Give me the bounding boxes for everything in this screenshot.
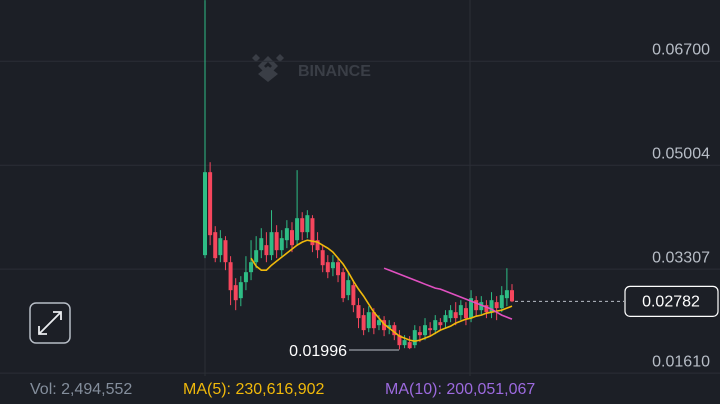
candle-body bbox=[484, 305, 489, 313]
candle-body bbox=[504, 290, 509, 299]
candle-body bbox=[259, 238, 264, 251]
candle-body bbox=[443, 315, 448, 323]
y-tick-label: 0.03307 bbox=[652, 249, 710, 266]
candle-body bbox=[269, 232, 274, 256]
candle-body bbox=[300, 218, 305, 233]
info-text: Vol: 2,494,552 bbox=[30, 381, 132, 398]
y-tick-label: 0.05004 bbox=[652, 145, 710, 162]
watermark-text: BINANCE bbox=[298, 63, 371, 80]
candle-body bbox=[407, 342, 412, 349]
price-label: 0.02782 bbox=[642, 294, 700, 311]
candle-body bbox=[402, 340, 407, 346]
candle-body bbox=[295, 218, 300, 241]
info-text: MA(10): 200,051,067 bbox=[385, 381, 535, 398]
candle-body bbox=[356, 305, 361, 319]
candle-body bbox=[238, 282, 243, 299]
expand-button-frame[interactable] bbox=[29, 302, 71, 344]
y-tick-label: 0.01610 bbox=[652, 353, 710, 370]
candle-body bbox=[423, 325, 428, 336]
y-tick-label: 0.06700 bbox=[652, 41, 710, 58]
candle-body bbox=[228, 262, 233, 291]
candle-body bbox=[279, 238, 284, 251]
candle-body bbox=[203, 172, 207, 256]
candle-body bbox=[433, 320, 438, 331]
candle-body bbox=[489, 300, 494, 313]
plot: 0.01610 0.03307 0.05004 0.06700 0.02782 bbox=[0, 0, 720, 374]
expand-button[interactable] bbox=[29, 302, 71, 344]
ma-line bbox=[383, 267, 513, 320]
candle-body bbox=[361, 315, 366, 331]
candle-body bbox=[376, 320, 381, 326]
candle-body bbox=[458, 305, 463, 316]
candle-body bbox=[325, 262, 330, 273]
candle-body bbox=[428, 328, 433, 331]
candle-body bbox=[463, 308, 468, 319]
ma-line bbox=[250, 239, 513, 342]
candle-body bbox=[264, 245, 269, 256]
candle-body bbox=[208, 172, 213, 236]
candle-body bbox=[346, 280, 351, 296]
candle-body bbox=[474, 300, 479, 311]
candle-body bbox=[494, 302, 499, 309]
candle-body bbox=[315, 240, 320, 251]
candle-body bbox=[366, 312, 371, 329]
candle-body bbox=[499, 295, 504, 309]
candle-body bbox=[274, 232, 279, 251]
candle-body bbox=[417, 332, 422, 336]
candle-body bbox=[438, 322, 443, 326]
candle-body bbox=[289, 230, 294, 246]
candle-body bbox=[387, 325, 392, 329]
candle-body bbox=[510, 290, 514, 302]
candle-body bbox=[453, 312, 458, 319]
candle-body bbox=[243, 272, 248, 283]
watermark-logo bbox=[252, 54, 284, 82]
candle-body bbox=[254, 250, 259, 263]
candle-body bbox=[305, 215, 310, 233]
candle-body bbox=[218, 238, 223, 256]
candle-body bbox=[392, 325, 397, 336]
candle-body bbox=[479, 302, 484, 311]
info-text: MA(5): 230,616,902 bbox=[183, 381, 325, 398]
expand-icon[interactable] bbox=[38, 311, 62, 335]
price-box bbox=[624, 285, 719, 317]
candle-body bbox=[469, 298, 474, 319]
low-label: 0.01996 bbox=[289, 343, 347, 360]
candle-body bbox=[412, 330, 417, 346]
candle-body bbox=[310, 218, 315, 246]
candle-body bbox=[223, 240, 228, 263]
candle-body bbox=[341, 272, 346, 299]
candle-body bbox=[213, 232, 218, 259]
candle-body bbox=[284, 228, 289, 241]
candle-body bbox=[397, 335, 402, 346]
candle-body bbox=[371, 312, 376, 329]
candle-body bbox=[448, 310, 453, 319]
candle-body bbox=[330, 262, 335, 269]
candle-body bbox=[351, 285, 356, 306]
candle-body bbox=[233, 285, 238, 301]
candle-body bbox=[320, 250, 325, 266]
candle-body bbox=[336, 262, 341, 276]
candle-body bbox=[249, 262, 254, 273]
